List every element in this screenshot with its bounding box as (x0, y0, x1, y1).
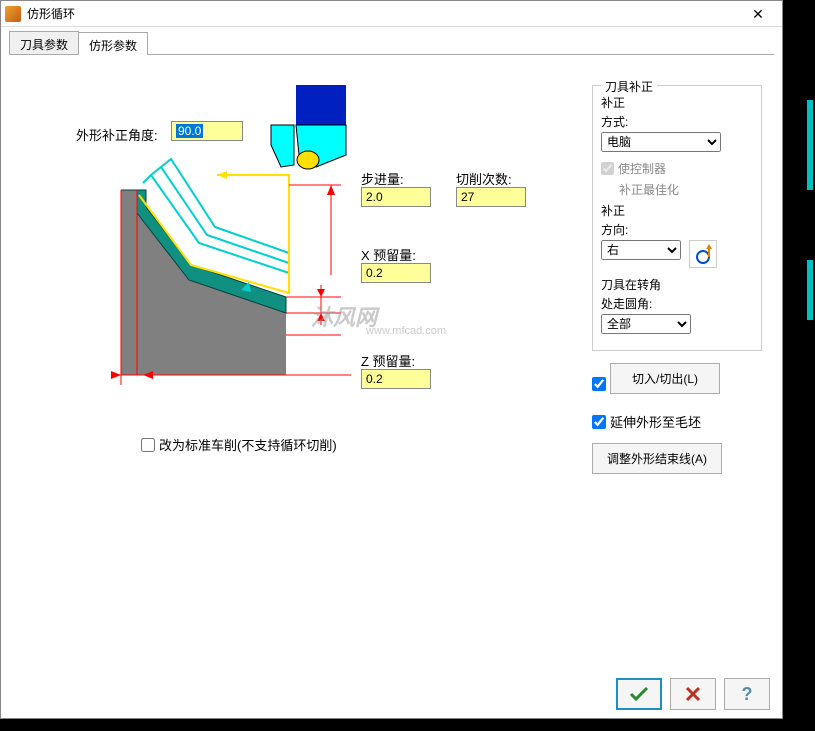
close-button[interactable]: ✕ (738, 2, 778, 26)
edge-strip (785, 0, 815, 731)
comp-mode-label1: 补正 (601, 94, 753, 111)
tool-tip-icon (297, 151, 319, 169)
controller-opt2-row: 补正最佳化 (619, 181, 753, 198)
content-area: 外形补正角度: 90.0 步进量: 2.0 切削次数: 27 X 预留量: 0.… (1, 55, 782, 675)
adjust-endline-button[interactable]: 调整外形结束线(A) (592, 443, 722, 474)
question-icon: ? (742, 684, 753, 705)
comp-legend: 刀具补正 (601, 78, 657, 95)
direction-icon (689, 240, 717, 268)
tab-strip: 刀具参数 仿形参数 (9, 31, 774, 55)
controller-opt-label: 使控制器 (618, 160, 666, 177)
comp-mode-label2: 方式: (601, 113, 753, 130)
dim-z-arr2-icon (111, 371, 121, 379)
dim-xarr1-icon (317, 289, 325, 297)
check-icon (628, 685, 650, 703)
leadinout-checkbox[interactable] (592, 377, 606, 391)
cuts-input[interactable]: 27 (456, 187, 526, 207)
edge-marker-1 (807, 100, 813, 190)
zstock-input[interactable]: 0.2 (361, 369, 431, 389)
ok-button[interactable] (616, 678, 662, 710)
corner-label1: 刀具在转角 (601, 276, 753, 293)
dim-xarr2-icon (317, 313, 325, 321)
comp-dir-label2: 方向: (601, 221, 753, 238)
tool-wedge (271, 125, 294, 167)
extend-stock-checkbox[interactable] (592, 415, 606, 429)
diagram: 外形补正角度: 90.0 步进量: 2.0 切削次数: 27 X 预留量: 0.… (31, 75, 571, 495)
window-title: 仿形循环 (27, 5, 738, 22)
app-icon (5, 6, 21, 22)
tool-shank (296, 85, 346, 125)
extend-stock-label: 延伸外形至毛坯 (610, 412, 701, 431)
zstock-label: Z 预留量: (361, 351, 415, 370)
help-button[interactable]: ? (724, 678, 770, 710)
cross-icon (684, 685, 702, 703)
footer-buttons: ? (616, 678, 770, 710)
step-input[interactable]: 2.0 (361, 187, 431, 207)
comp-dir-label1: 补正 (601, 202, 753, 219)
std-turn-label: 改为标准车削(不支持循环切削) (159, 435, 337, 454)
corner-label2: 处走圆角: (601, 295, 753, 312)
tab-tool-params[interactable]: 刀具参数 (9, 31, 79, 54)
comp-mode-select[interactable]: 电脑 (601, 132, 721, 152)
edge-marker-2 (807, 260, 813, 320)
std-turn-checkbox[interactable] (141, 438, 155, 452)
xstock-label: X 预留量: (361, 245, 416, 264)
comp-dir-select[interactable]: 右 (601, 240, 681, 260)
controller-opt2-label: 补正最佳化 (619, 181, 679, 198)
xstock-input[interactable]: 0.2 (361, 263, 431, 283)
leadinout-row: 切入/切出(L) (592, 363, 762, 404)
leadinout-button[interactable]: 切入/切出(L) (610, 363, 720, 394)
cuts-label: 切削次数: (456, 169, 512, 188)
sidebar: 刀具补正 补正 方式: 电脑 使控制器 补正最佳化 补正 方向: 右 (592, 85, 762, 484)
cancel-button[interactable] (670, 678, 716, 710)
arrow-icon (217, 171, 227, 179)
extend-stock-row[interactable]: 延伸外形至毛坯 (592, 412, 762, 431)
controller-opt-row: 使控制器 (601, 160, 753, 177)
dialog-window: 仿形循环 ✕ 刀具参数 仿形参数 (0, 0, 783, 719)
titlebar: 仿形循环 ✕ (1, 1, 782, 27)
angle-label: 外形补正角度: (76, 125, 158, 144)
corner-select[interactable]: 全部 (601, 314, 691, 334)
tab-shape-params[interactable]: 仿形参数 (78, 32, 148, 55)
std-turn-row[interactable]: 改为标准车削(不支持循环切削) (141, 435, 337, 454)
compensation-group: 刀具补正 补正 方式: 电脑 使控制器 补正最佳化 补正 方向: 右 (592, 85, 762, 351)
dim-arrow-u-icon (327, 185, 335, 195)
controller-checkbox (601, 162, 614, 175)
angle-input[interactable]: 90.0 (171, 121, 243, 141)
step-label: 步进量: (361, 169, 404, 188)
